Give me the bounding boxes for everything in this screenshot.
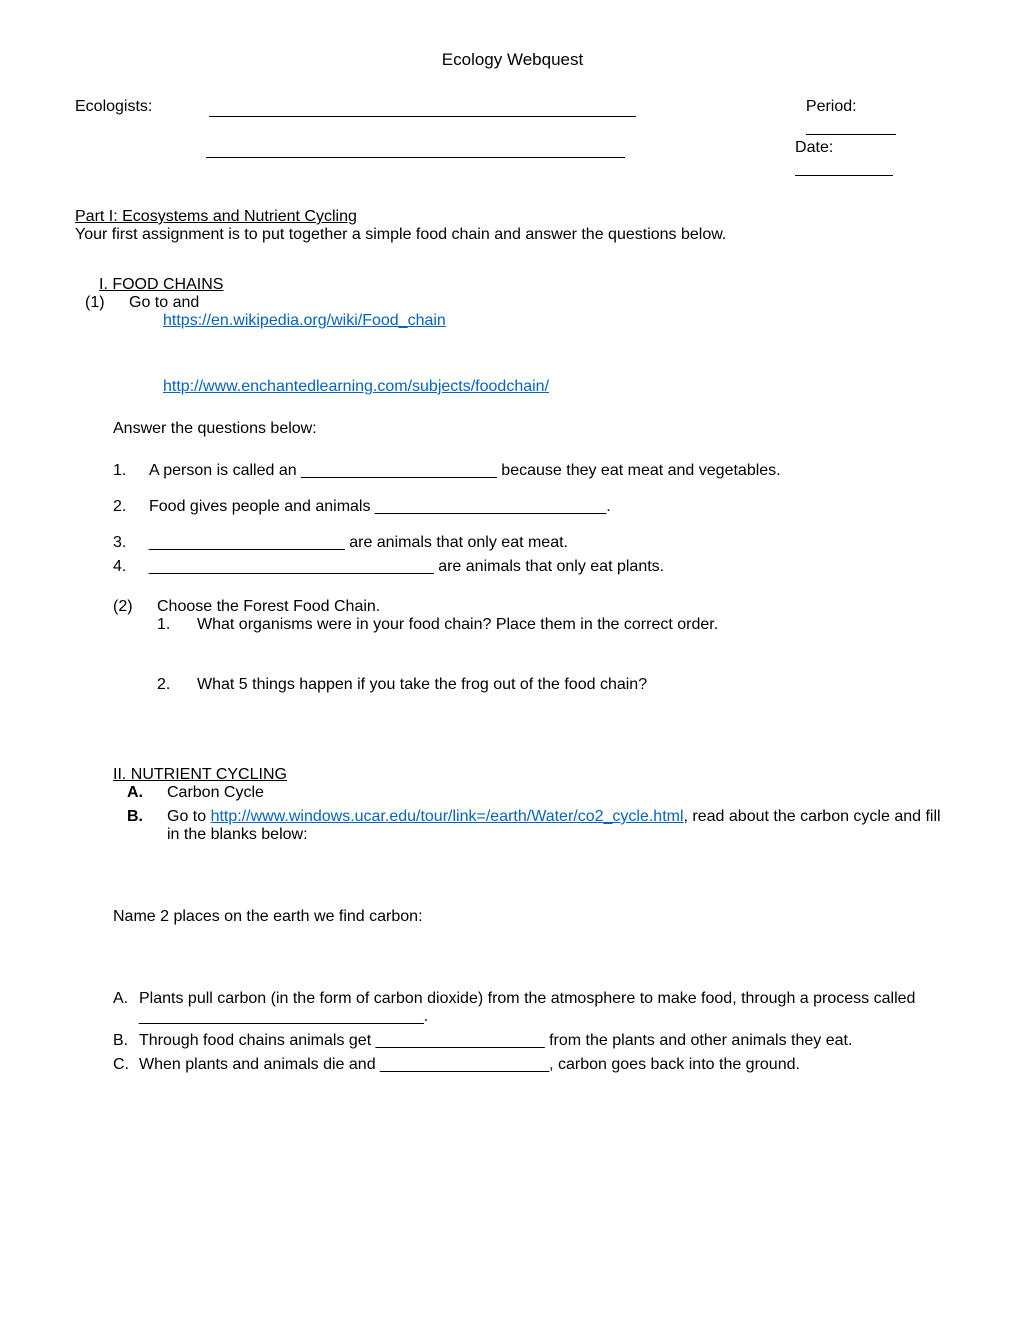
cq-b-marker: B. (113, 1032, 139, 1050)
q1-marker: 1. (113, 462, 149, 480)
q3-marker: 3. (113, 534, 149, 552)
q2-marker: 2. (113, 498, 149, 516)
header-row-2: Date: (75, 139, 950, 176)
sub1-row: 1. What organisms were in your food chai… (157, 616, 950, 634)
q2-text: Food gives people and animals __________… (149, 498, 611, 516)
header-block: Ecologists: Period: Date: (75, 98, 950, 176)
nutrient-heading: II. NUTRIENT CYCLING (113, 766, 950, 784)
section-nutrient-cycling: II. NUTRIENT CYCLING A. Carbon Cycle B. … (75, 766, 950, 1074)
cq-a-marker: A. (113, 990, 139, 1026)
sub1-marker: 1. (157, 616, 197, 634)
step1-text: Go to and (129, 294, 199, 312)
cq-c-text: When plants and animals die and ________… (139, 1056, 800, 1074)
spacer-left (75, 139, 206, 176)
questions-block: 1. A person is called an _______________… (113, 462, 950, 576)
sub2-row: 2. What 5 things happen if you take the … (157, 676, 950, 694)
answer-prompt: Answer the questions below: (113, 420, 950, 438)
sub-questions: 1. What organisms were in your food chai… (157, 616, 950, 694)
part1-block: Part I: Ecosystems and Nutrient Cycling … (75, 208, 950, 244)
cq-a-row: A. Plants pull carbon (in the form of ca… (113, 990, 950, 1026)
q3-text: ______________________ are animals that … (149, 534, 568, 552)
food-chains-heading: I. FOOD CHAINS (99, 276, 950, 294)
link1-row: https://en.wikipedia.org/wiki/Food_chain (163, 312, 950, 330)
part1-intro: Your first assignment is to put together… (75, 226, 950, 244)
step2-text: Choose the Forest Food Chain. (157, 598, 380, 616)
q4-marker: 4. (113, 558, 149, 576)
step2-marker: (2) (113, 598, 157, 616)
date-line[interactable] (795, 157, 893, 176)
cq-c-row: C. When plants and animals die and _____… (113, 1056, 950, 1074)
carbon-questions: A. Plants pull carbon (in the form of ca… (113, 990, 950, 1074)
carbon-b-row: B. Go to http://www.windows.ucar.edu/tou… (127, 808, 950, 844)
part1-heading: Part I: Ecosystems and Nutrient Cycling (75, 208, 950, 226)
sub1-text: What organisms were in your food chain? … (197, 616, 718, 634)
wikipedia-link[interactable]: https://en.wikipedia.org/wiki/Food_chain (163, 312, 446, 329)
date-label: Date: (795, 139, 833, 156)
cq-a-text: Plants pull carbon (in the form of carbo… (139, 990, 950, 1026)
cq-b-text: Through food chains animals get ________… (139, 1032, 852, 1050)
sub2-text: What 5 things happen if you take the fro… (197, 676, 647, 694)
link2-row: http://www.enchantedlearning.com/subject… (163, 378, 950, 396)
q1-row: 1. A person is called an _______________… (113, 462, 950, 480)
q3-row: 3. ______________________ are animals th… (113, 534, 950, 552)
carbon-b-pre: Go to (167, 808, 211, 825)
ecologists-line-2[interactable] (206, 139, 625, 158)
period-line[interactable] (806, 116, 896, 135)
step2-row: (2) Choose the Forest Food Chain. (113, 598, 950, 616)
carbon-a-text: Carbon Cycle (167, 784, 264, 802)
nutrient-letters: A. Carbon Cycle B. Go to http://www.wind… (127, 784, 950, 844)
step1-row: (1) Go to and (85, 294, 950, 312)
step1-marker: (1) (85, 294, 129, 312)
enchanted-link[interactable]: http://www.enchantedlearning.com/subject… (163, 378, 549, 395)
carbon-a-marker: A. (127, 784, 167, 802)
carbon-b-content: Go to http://www.windows.ucar.edu/tour/l… (167, 808, 950, 844)
name2-prompt: Name 2 places on the earth we find carbo… (113, 908, 950, 926)
period-label: Period: (806, 98, 857, 115)
carbon-a-row: A. Carbon Cycle (127, 784, 950, 802)
header-row-1: Ecologists: Period: (75, 98, 950, 135)
cq-c-marker: C. (113, 1056, 139, 1074)
ecologists-label: Ecologists: (75, 98, 209, 135)
q4-row: 4. ________________________________ are … (113, 558, 950, 576)
ecologists-line-1[interactable] (209, 98, 636, 117)
q2-row: 2. Food gives people and animals _______… (113, 498, 950, 516)
period-group: Period: (806, 98, 950, 135)
q1-text: A person is called an __________________… (149, 462, 781, 480)
page-title: Ecology Webquest (75, 50, 950, 70)
q4-text: ________________________________ are ani… (149, 558, 664, 576)
carbon-b-marker: B. (127, 808, 167, 844)
date-group: Date: (795, 139, 950, 176)
cq-b-row: B. Through food chains animals get _____… (113, 1032, 950, 1050)
section-food-chains: I. FOOD CHAINS (1) Go to and https://en.… (75, 276, 950, 694)
sub2-marker: 2. (157, 676, 197, 694)
ucar-link[interactable]: http://www.windows.ucar.edu/tour/link=/e… (211, 808, 684, 825)
worksheet-page: Ecology Webquest Ecologists: Period: Dat… (0, 0, 1020, 1320)
